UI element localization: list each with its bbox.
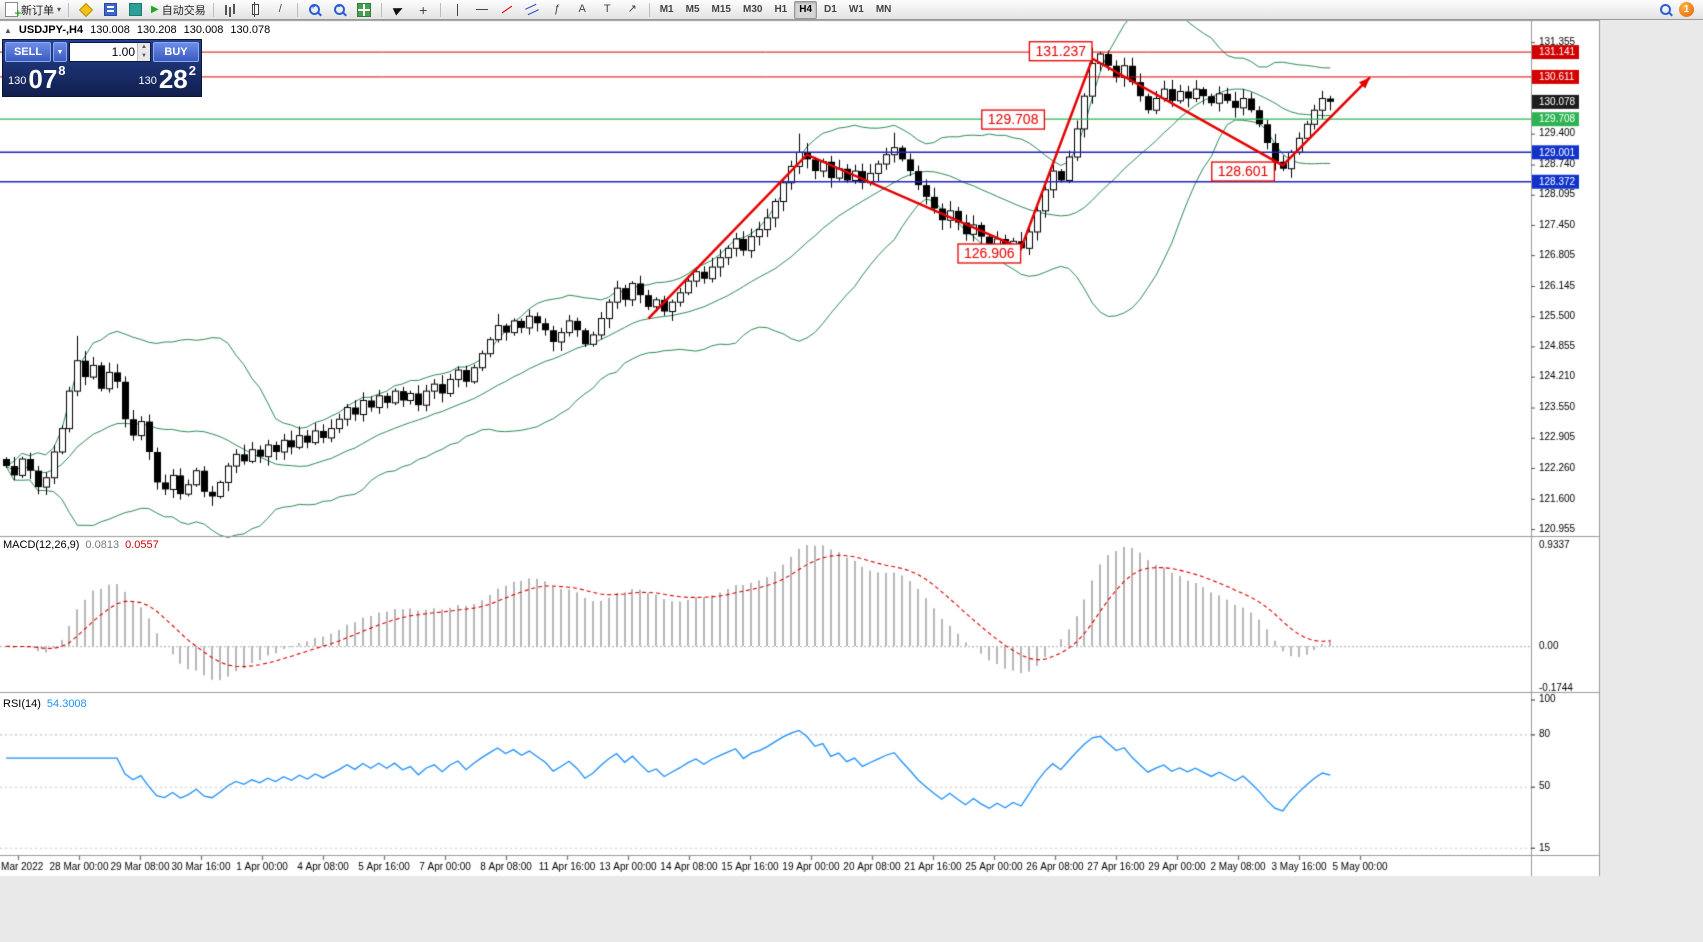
volume-decrease-button[interactable]: ▼ [138,52,150,61]
bid-sup: 8 [58,63,66,78]
bar-chart-button[interactable] [219,1,242,18]
notifications-badge[interactable]: 1 [1679,2,1694,17]
toolbar-right-group: 1 [1660,2,1700,17]
volume-increase-button[interactable]: ▲ [138,43,150,52]
ohlc-low: 130.008 [183,24,224,36]
arrow-icon: ↗ [627,3,637,15]
zoom-out-button[interactable]: − [328,1,351,18]
separator [296,2,298,17]
timeframe-h1-button[interactable]: H1 [774,4,788,15]
separator [439,2,441,17]
timeframe-m30-button[interactable]: M30 [742,4,763,15]
ask-price: 130 28 2 [138,63,196,94]
macd-main-value: 0.0813 [85,539,120,551]
zoom-in-icon: + [308,2,320,15]
toolbar: + 新订单 ▾ ▶ 自动交易 / + − + ƒ A T ↗ M1 M5 M15… [0,0,1703,20]
fibonacci-tool-button[interactable]: ƒ [546,1,569,18]
arrow-tool-button[interactable]: ↗ [621,1,644,18]
text-tool-button[interactable]: A [571,1,594,18]
separator [68,2,70,17]
new-order-icon: + [5,2,21,20]
line-chart-icon: / [278,3,282,15]
symbol-title: USDJPY-,H4 [18,24,84,36]
ohlc-open: 130.008 [90,24,130,36]
timeframe-d1-button[interactable]: D1 [824,4,837,15]
rsi-indicator-header: RSI(14) 54.3008 [3,698,87,710]
new-order-button[interactable]: + 新订单 ▾ [3,1,63,20]
crosshair-button[interactable]: + [412,1,435,18]
auto-trading-button[interactable]: ▶ 自动交易 [149,1,208,18]
horizontal-line-tool-button[interactable] [471,1,494,18]
one-click-trading-panel: SELL ▼ ▲ ▼ BUY 130 07 8 130 28 2 [2,39,202,97]
separator [212,2,214,17]
bid-base: 130 [8,75,27,87]
ask-big: 28 [158,63,188,94]
tile-windows-icon [357,2,372,17]
cursor-icon [392,3,404,16]
candlestick-icon [251,2,259,17]
chart-canvas[interactable] [0,20,1703,942]
timeframe-h4-button[interactable]: H4 [794,0,818,19]
ask-sup: 2 [188,63,196,78]
market-watch-icon [104,3,118,16]
label-icon: T [603,3,611,15]
separator [380,2,382,17]
timeframe-m1-button[interactable]: M1 [659,4,674,15]
tile-windows-button[interactable] [353,1,376,18]
ohlc-close: 130.078 [230,24,271,36]
navigator-button[interactable] [124,1,147,18]
macd-label: MACD(12,26,9) [3,539,80,551]
volume-field: ▲ ▼ [69,42,151,62]
new-chart-icon [78,2,93,17]
cursor-button[interactable] [387,1,410,18]
text-icon: A [578,3,586,15]
trendline-tool-button[interactable] [496,1,519,18]
channel-icon [525,3,540,16]
bid-price: 130 07 8 [8,63,66,94]
bar-chart-icon [225,4,228,15]
market-watch-button[interactable] [99,1,122,18]
symbol-header: ▲ USDJPY-,H4 130.008 130.208 130.008 130… [4,24,270,36]
vertical-line-icon [456,3,458,16]
fibonacci-icon: ƒ [554,3,561,15]
candlestick-chart-button[interactable] [244,1,267,18]
rsi-label: RSI(14) [3,698,41,710]
zoom-out-icon: − [333,2,345,15]
timeframe-m15-button[interactable]: M15 [711,4,731,15]
macd-indicator-header: MACD(12,26,9) 0.0813 0.0557 [3,539,159,551]
play-icon: ▶ [151,3,159,15]
buy-button[interactable]: BUY [153,42,199,62]
trendline-icon [502,5,513,14]
ask-base: 130 [138,75,157,87]
line-chart-button[interactable]: / [269,1,292,18]
bid-big: 07 [28,63,58,94]
new-order-label: 新订单 [21,4,54,17]
label-tool-button[interactable]: T [596,1,619,18]
new-chart-button[interactable] [74,1,97,18]
separator [648,2,650,17]
chevron-down-icon: ▾ [57,5,62,14]
collapse-quote-panel-icon[interactable]: ▲ [4,25,12,35]
navigator-icon [129,3,143,16]
timeframe-mn-button[interactable]: MN [875,4,892,15]
sell-button[interactable]: SELL [5,42,51,62]
auto-trading-label: 自动交易 [161,4,206,17]
timeframe-m5-button[interactable]: M5 [685,4,700,15]
order-type-dropdown[interactable]: ▼ [53,42,67,62]
macd-signal-value: 0.0557 [125,539,159,551]
horizontal-line-icon [476,9,489,10]
ohlc-high: 130.208 [136,24,177,36]
crosshair-icon: + [419,1,428,18]
volume-input[interactable] [70,43,137,61]
rsi-value: 54.3008 [46,698,87,710]
search-icon[interactable] [1660,4,1671,15]
volume-stepper: ▲ ▼ [137,43,150,61]
vertical-line-tool-button[interactable] [446,1,469,18]
timeframe-w1-button[interactable]: W1 [848,4,864,15]
channel-tool-button[interactable] [521,1,544,18]
zoom-in-button[interactable]: + [303,1,326,18]
